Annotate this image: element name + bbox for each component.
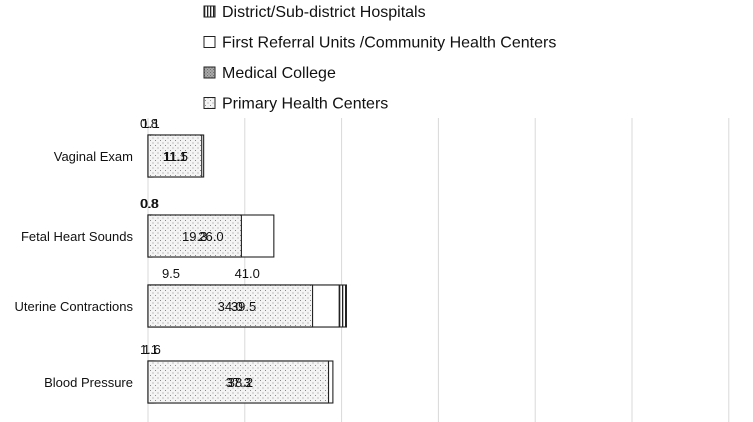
data-label-first-referral-units-community-health-centers: 39.5 bbox=[231, 299, 256, 314]
data-label-primary-health-centers: 11.1 bbox=[163, 149, 187, 164]
data-label-medical-college: 9.5 bbox=[162, 266, 180, 281]
data-label-medical-college: 1.6 bbox=[143, 342, 161, 357]
data-label-district-sub-district-hospitals: 0.8 bbox=[140, 196, 158, 211]
data-label-district-sub-district-hospitals: 41.0 bbox=[235, 266, 260, 281]
legend-label-primary-health-centers: Primary Health Centers bbox=[222, 96, 388, 113]
bar-segment-primary-health-centers bbox=[147, 284, 314, 328]
data-label-district-sub-district-hospitals: 0.8 bbox=[140, 116, 158, 131]
legend-swatch-primary-health-centers bbox=[203, 97, 216, 109]
data-label-medical-college: 1.1 bbox=[142, 116, 160, 131]
gridlines bbox=[147, 118, 730, 422]
bar-segment-primary-health-centers bbox=[147, 134, 203, 178]
legend-label-district-sub-district-hospitals: District/Sub-district Hospitals bbox=[222, 4, 426, 21]
legend-label-medical-college: Medical College bbox=[222, 65, 336, 82]
legend-swatch-first-referral-units-community-health-centers bbox=[203, 36, 216, 48]
category-labels: Vaginal Exam Fetal Heart Sounds Uterine Co… bbox=[15, 149, 134, 390]
legend-swatch-medical-college bbox=[203, 66, 216, 79]
data-label-first-referral-units-community-health-centers: 38.2 bbox=[228, 375, 253, 390]
data-label-primary-health-centers: 37.3 bbox=[226, 375, 251, 390]
bars bbox=[147, 134, 347, 404]
legend-swatch-district-sub-district-hospitals bbox=[203, 5, 216, 18]
category-label-uterine-contractions: Uterine Contractions bbox=[15, 299, 134, 314]
category-label-vaginal-exam: Vaginal Exam bbox=[54, 149, 133, 164]
bar-segment-primary-health-centers bbox=[147, 214, 242, 258]
data-label-district-sub-district-hospitals: 1.1 bbox=[140, 342, 158, 357]
category-label-fetal-heart-sounds: Fetal Heart Sounds bbox=[21, 229, 134, 244]
legend-label-first-referral-units-community-health-centers: First Referral Units /Community Health C… bbox=[222, 35, 556, 52]
data-label-primary-health-centers: 34.0 bbox=[218, 299, 243, 314]
category-label-blood-pressure: Blood Pressure bbox=[44, 375, 133, 390]
data-label-first-referral-units-community-health-centers: 26.0 bbox=[198, 229, 223, 244]
value-labels: 0.811.51.111.10.826.00.819.341.039.59.53… bbox=[140, 116, 260, 390]
data-label-medical-college: 0.8 bbox=[141, 196, 159, 211]
data-label-first-referral-units-community-health-centers: 11.5 bbox=[164, 149, 188, 164]
bar-segment-primary-health-centers bbox=[147, 360, 330, 404]
legend: District/Sub-district Hospitals First Ref… bbox=[203, 4, 556, 113]
data-label-primary-health-centers: 19.3 bbox=[182, 229, 207, 244]
